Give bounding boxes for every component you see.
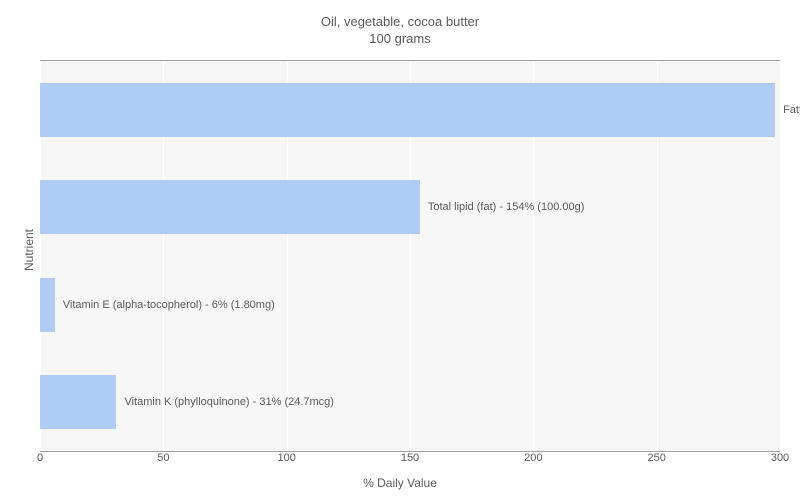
- y-axis-label: Nutrient: [22, 229, 36, 271]
- x-axis-label: % Daily Value: [0, 476, 800, 490]
- x-tick-label: 250: [647, 452, 665, 464]
- bar: [40, 278, 55, 332]
- bar: [40, 180, 420, 234]
- bar: [40, 83, 775, 137]
- x-tick-label: 50: [157, 452, 169, 464]
- x-tick-label: 200: [524, 452, 542, 464]
- title-line-2: 100 grams: [0, 31, 800, 48]
- chart-title: Oil, vegetable, cocoa butter 100 grams: [0, 14, 800, 48]
- bar-label: Fatty acids, total saturated - 298% (59.…: [777, 83, 800, 137]
- x-tick-label: 300: [771, 452, 789, 464]
- x-tick-label: 0: [37, 452, 43, 464]
- bar-label: Total lipid (fat) - 154% (100.00g): [422, 180, 585, 234]
- x-tick-label: 150: [401, 452, 419, 464]
- title-line-1: Oil, vegetable, cocoa butter: [0, 14, 800, 31]
- plot-area: Fatty acids, total saturated - 298% (59.…: [40, 60, 780, 452]
- bar-label: Vitamin K (phylloquinone) - 31% (24.7mcg…: [118, 375, 334, 429]
- x-tick-label: 100: [277, 452, 295, 464]
- bar: [40, 375, 116, 429]
- bar-label: Vitamin E (alpha-tocopherol) - 6% (1.80m…: [57, 278, 275, 332]
- chart-container: Oil, vegetable, cocoa butter 100 grams N…: [0, 0, 800, 500]
